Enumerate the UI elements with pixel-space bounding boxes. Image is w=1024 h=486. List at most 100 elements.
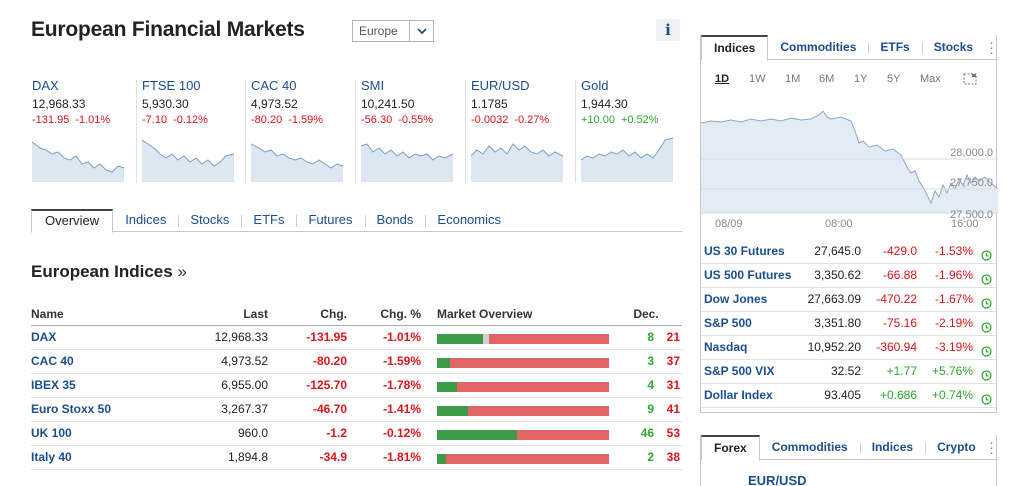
index-chg: -46.70 <box>312 402 347 416</box>
advancers-bar <box>437 406 468 416</box>
advancers-bar <box>437 430 517 440</box>
ticker-gold[interactable]: Gold 1,944.30 +10.00 +0.52% <box>575 78 681 183</box>
sparkline-area <box>32 142 124 182</box>
forex-pair-link[interactable]: EUR/USD <box>748 473 807 486</box>
ticker-name[interactable]: EUR/USD <box>471 78 530 93</box>
tab-indices[interactable]: Indices <box>125 212 167 227</box>
quote-row[interactable]: Dollar Index 93.405 +0.686 +0.74% <box>701 384 998 408</box>
quote-name-link[interactable]: Dollar Index <box>704 388 773 402</box>
advancers-count: 2 <box>647 450 654 464</box>
section-title-text[interactable]: European Indices <box>31 262 173 281</box>
index-name-link[interactable]: IBEX 35 <box>31 378 76 392</box>
time-range-bar: 1D 1W 1M 6M 1Y 5Y Max <box>701 73 998 89</box>
tab-futures[interactable]: Futures <box>296 209 364 232</box>
quote-chg-pct: -3.19% <box>934 340 973 354</box>
tab-forex[interactable]: Forex <box>701 435 760 461</box>
region-select[interactable]: Europe <box>352 20 434 42</box>
table-row[interactable]: Italy 40 1,894.8 -34.9 -1.81% 2 38 <box>31 446 682 470</box>
advance-decline-cell: 4 31 <box>616 374 682 397</box>
ticker-chg-pct: -1.01% <box>75 114 111 126</box>
ticker-last: 1.1785 <box>471 97 508 111</box>
ticker-name[interactable]: DAX <box>32 78 59 93</box>
range-1d[interactable]: 1D <box>715 73 730 85</box>
tab-stocks[interactable]: Stocks <box>921 35 985 60</box>
index-name-link[interactable]: CAC 40 <box>31 354 74 368</box>
quote-name-link[interactable]: Dow Jones <box>704 292 768 306</box>
range-5y[interactable]: 5Y <box>887 73 901 85</box>
range-max[interactable]: Max <box>920 73 941 85</box>
tab-indices[interactable]: Indices <box>701 35 769 61</box>
tab-commodities[interactable]: Commodities <box>780 40 857 54</box>
quote-row[interactable]: S&P 500 VIX 32.52 +1.77 +5.76% <box>701 360 998 384</box>
market-overview-cell <box>437 398 609 421</box>
tab-economics[interactable]: Economics <box>425 209 513 232</box>
tab-crypto[interactable]: Crypto <box>925 435 988 460</box>
quote-chg-pct: +5.76% <box>931 364 973 378</box>
more-arrow-icon[interactable]: » <box>177 262 187 281</box>
more-options-icon[interactable]: · · · <box>989 434 994 461</box>
range-6m[interactable]: 6M <box>819 73 835 85</box>
ticker-divider <box>136 80 137 183</box>
table-row[interactable]: Euro Stoxx 50 3,267.37 -46.70 -1.41% 9 41 <box>31 398 682 422</box>
ticker-name[interactable]: Gold <box>581 78 609 93</box>
table-row[interactable]: IBEX 35 6,955.00 -125.70 -1.78% 4 31 <box>31 374 682 398</box>
tab-bonds[interactable]: Bonds <box>364 209 426 232</box>
tab-stocks[interactable]: Stocks <box>178 209 241 232</box>
ticker-chg-value: -7.10 <box>142 114 168 126</box>
ticker-chg-value: -0.0032 <box>471 114 509 126</box>
section-title[interactable]: European Indices » <box>31 262 187 282</box>
table-row[interactable]: DAX 12,968.33 -131.95 -1.01% 8 21 <box>31 326 682 350</box>
range-1y[interactable]: 1Y <box>854 73 868 85</box>
table-row[interactable]: UK 100 960.0 -1.2 -0.12% 46 53 <box>31 422 682 446</box>
info-icon[interactable]: i <box>656 19 680 41</box>
quote-name-link[interactable]: US 30 Futures <box>704 244 785 258</box>
quote-name-link[interactable]: Nasdaq <box>704 340 748 354</box>
fullscreen-icon[interactable] <box>963 73 977 88</box>
quote-chg: -75.16 <box>882 316 917 330</box>
ticker-last: 10,241.50 <box>361 97 415 111</box>
ticker-name[interactable]: FTSE 100 <box>142 78 201 93</box>
quote-row[interactable]: Dow Jones 27,663.09 -470.22 -1.67% <box>701 288 998 312</box>
advancers-bar <box>437 382 457 392</box>
quote-name-link[interactable]: US 500 Futures <box>704 268 792 282</box>
ticker-cac-40[interactable]: CAC 40 4,973.52 -80.20 -1.59% <box>245 78 351 183</box>
market-breadth-bar <box>437 406 609 416</box>
ticker-name[interactable]: CAC 40 <box>251 78 297 93</box>
tab-indices[interactable]: Indices <box>859 435 925 460</box>
quote-chg: -429.0 <box>882 244 917 258</box>
quote-row[interactable]: US 500 Futures 3,350.62 -66.88 -1.96% <box>701 264 998 288</box>
more-options-icon[interactable]: · · · <box>989 34 994 61</box>
ticker-smi[interactable]: SMI 10,241.50 -56.30 -0.55% <box>355 78 461 183</box>
advance-decline-cell: 9 41 <box>616 398 682 421</box>
table-row[interactable]: CAC 40 4,973.52 -80.20 -1.59% 3 37 <box>31 350 682 374</box>
range-1w[interactable]: 1W <box>749 73 766 85</box>
ticker-dax[interactable]: DAX 12,968.33 -131.95 -1.01% <box>32 78 132 183</box>
ticker-divider <box>575 80 576 183</box>
ticker-change: -80.20 -1.59% <box>251 113 351 127</box>
quote-last: 10,952.20 <box>807 340 861 354</box>
range-1m[interactable]: 1M <box>785 73 801 85</box>
ticker-ftse-100[interactable]: FTSE 100 5,930.30 -7.10 -0.12% <box>136 78 242 183</box>
tab-commodities[interactable]: Commodities <box>771 440 848 454</box>
index-name-link[interactable]: DAX <box>31 330 57 344</box>
index-name-link[interactable]: UK 100 <box>31 426 72 440</box>
decliners-count: 53 <box>666 426 680 440</box>
tab-etfs[interactable]: ETFs <box>868 35 921 60</box>
quote-row[interactable]: S&P 500 3,351.80 -75.16 -2.19% <box>701 312 998 336</box>
quote-name-link[interactable]: S&P 500 <box>704 316 752 330</box>
ticker-eur-usd[interactable]: EUR/USD 1.1785 -0.0032 -0.27% <box>465 78 571 183</box>
index-name-link[interactable]: Euro Stoxx 50 <box>31 402 112 416</box>
advancers-count: 8 <box>647 330 654 344</box>
quote-chg-pct: -1.53% <box>934 244 973 258</box>
quote-row[interactable]: US 30 Futures 27,645.0 -429.0 -1.53% <box>701 240 998 264</box>
quote-row[interactable]: Nasdaq 10,952.20 -360.94 -3.19% <box>701 336 998 360</box>
forex-widget: Forex Commodities Indices Crypto · · · EUR/US… <box>700 434 998 486</box>
advancers-count: 46 <box>640 426 654 440</box>
tab-overview[interactable]: Overview <box>31 209 114 233</box>
ticker-name[interactable]: SMI <box>361 78 385 93</box>
chevron-down-icon[interactable] <box>409 21 433 41</box>
table-header: Name Last Chg. Chg. % Market Overview De… <box>31 303 682 326</box>
quote-name-link[interactable]: S&P 500 VIX <box>704 364 775 378</box>
tab-etfs[interactable]: ETFs <box>241 209 296 232</box>
index-name-link[interactable]: Italy 40 <box>31 450 72 464</box>
